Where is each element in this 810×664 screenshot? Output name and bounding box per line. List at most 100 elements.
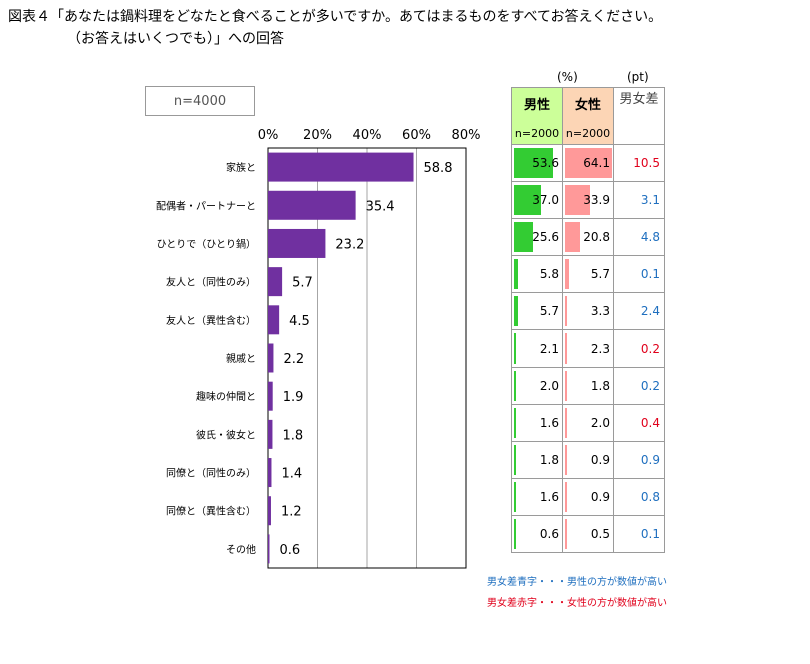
diff-value: 0.2 xyxy=(613,329,665,368)
diff-value: 0.2 xyxy=(613,366,665,405)
female-n: n=2000 xyxy=(565,127,611,140)
value-label: 23.2 xyxy=(335,237,364,252)
male-value: 37.0 xyxy=(532,193,559,208)
note-blue: 男女差青字・・・男性の方が数値が高い xyxy=(487,577,667,588)
male-cell: 1.8 xyxy=(511,440,563,479)
male-cell: 5.7 xyxy=(511,292,563,331)
male-cell: 1.6 xyxy=(511,403,563,442)
female-value: 0.5 xyxy=(590,526,610,541)
diff-value: 0.9 xyxy=(613,440,665,479)
female-cell: 1.8 xyxy=(562,366,614,405)
table-row: 0.6 0.5 0.1 xyxy=(511,514,665,554)
value-label: 1.9 xyxy=(283,390,304,405)
x-tick-label: 60% xyxy=(402,128,431,143)
female-cell: 0.9 xyxy=(562,477,614,516)
value-label: 0.6 xyxy=(279,543,300,558)
female-bar xyxy=(565,259,570,290)
female-cell: 20.8 xyxy=(562,218,614,257)
value-label: 4.5 xyxy=(289,314,310,329)
category-label: 友人と（異性含む） xyxy=(166,314,256,327)
female-cell: 2.0 xyxy=(562,403,614,442)
male-bar xyxy=(514,148,554,179)
male-value: 1.6 xyxy=(539,489,559,504)
diff-value: 0.1 xyxy=(613,255,665,294)
female-bar xyxy=(565,370,567,401)
female-value: 1.8 xyxy=(590,378,610,393)
male-cell: 2.1 xyxy=(511,329,563,368)
x-tick-label: 80% xyxy=(452,128,481,143)
female-header-cell: 女性 n=2000 xyxy=(562,87,614,145)
female-value: 2.0 xyxy=(590,415,610,430)
female-value: 33.9 xyxy=(583,193,610,208)
category-label: 同僚と（同性のみ） xyxy=(166,467,256,480)
bar xyxy=(268,152,414,182)
male-cell: 0.6 xyxy=(511,514,563,554)
male-cell: 2.0 xyxy=(511,366,563,405)
female-bar xyxy=(565,481,567,512)
male-bar xyxy=(514,481,516,512)
bar xyxy=(268,228,326,258)
male-bar xyxy=(514,518,516,550)
male-bar xyxy=(514,185,542,216)
chart-title-line2: （お答えはいくつでも）」への回答 xyxy=(67,31,284,47)
female-cell: 0.9 xyxy=(562,440,614,479)
diff-value: 2.4 xyxy=(613,292,665,331)
x-tick-label: 0% xyxy=(258,128,279,143)
diff-value: 3.1 xyxy=(613,181,665,220)
female-value: 3.3 xyxy=(590,304,610,319)
value-label: 1.8 xyxy=(282,428,303,443)
table-row: 5.8 5.7 0.1 xyxy=(511,255,665,294)
female-value: 20.8 xyxy=(583,230,610,245)
table-row: 1.6 2.0 0.4 xyxy=(511,403,665,442)
male-value: 53.6 xyxy=(532,156,559,171)
bar xyxy=(268,190,356,220)
female-value: 5.7 xyxy=(590,267,610,282)
category-label: 同僚と（異性含む） xyxy=(166,505,256,518)
category-label: 彼氏・彼女と xyxy=(196,428,256,441)
bar xyxy=(268,496,271,526)
female-bar xyxy=(565,407,567,438)
female-bar xyxy=(565,222,581,253)
female-cell: 3.3 xyxy=(562,292,614,331)
female-value: 2.3 xyxy=(590,341,610,356)
female-bar xyxy=(565,148,612,179)
male-value: 5.7 xyxy=(539,304,559,319)
bar xyxy=(268,419,273,449)
female-bar xyxy=(565,296,568,327)
female-value: 0.9 xyxy=(590,489,610,504)
male-bar xyxy=(514,444,516,475)
category-label: 家族と xyxy=(226,161,256,174)
female-bar xyxy=(565,333,567,364)
table-row: 25.6 20.8 4.8 xyxy=(511,218,665,257)
male-value: 2.1 xyxy=(539,341,559,356)
gender-table: 男性 n=2000 女性 n=2000 男女差 53.6 64.1 10.5 37.0… xyxy=(511,87,665,554)
male-cell: 1.6 xyxy=(511,477,563,516)
male-bar xyxy=(514,296,519,327)
male-cell: 37.0 xyxy=(511,181,563,220)
table-row: 1.8 0.9 0.9 xyxy=(511,440,665,479)
unit-percent: (%) xyxy=(557,70,578,84)
female-bar xyxy=(565,185,590,216)
x-tick-label: 40% xyxy=(353,128,382,143)
female-cell: 5.7 xyxy=(562,255,614,294)
bar xyxy=(268,381,273,411)
female-cell: 33.9 xyxy=(562,181,614,220)
category-label: 趣味の仲間と xyxy=(196,390,256,403)
male-n: n=2000 xyxy=(514,127,560,140)
value-label: 1.4 xyxy=(281,467,302,482)
table-header-row: 男性 n=2000 女性 n=2000 男女差 xyxy=(511,87,665,145)
unit-point: (pt) xyxy=(627,70,649,84)
female-value: 0.9 xyxy=(590,452,610,467)
value-label: 5.7 xyxy=(292,276,313,291)
male-value: 1.6 xyxy=(539,415,559,430)
male-bar xyxy=(514,259,519,290)
female-bar xyxy=(565,518,567,550)
x-tick-label: 20% xyxy=(303,128,332,143)
male-header: 男性 xyxy=(523,98,550,113)
diff-value: 0.4 xyxy=(613,403,665,442)
sample-size-box: n=4000 xyxy=(145,86,255,116)
female-bar xyxy=(565,444,567,475)
category-label: 配偶者・パートナーと xyxy=(156,199,256,212)
value-label: 1.2 xyxy=(281,505,302,520)
